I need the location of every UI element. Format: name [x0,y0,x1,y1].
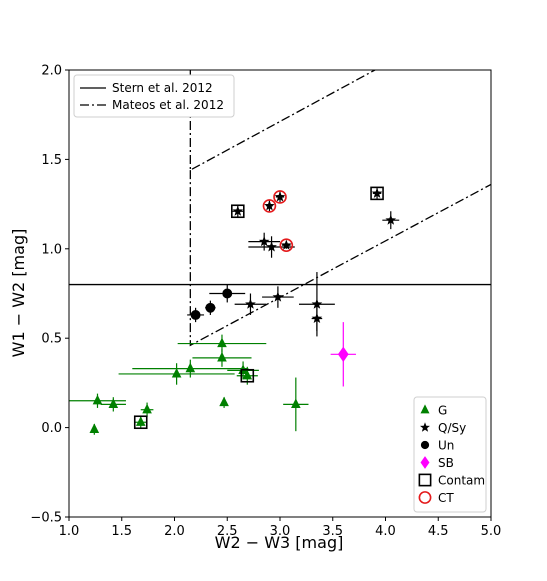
x-tick-label: 1.0 [59,524,80,539]
x-tick-label: 2.0 [164,524,185,539]
legend-marker-symbol [420,456,430,469]
legend-marker-label: Q/Sy [438,421,466,435]
data-point [219,396,229,407]
x-tick-label: 4.5 [428,524,449,539]
legend-marker-label: SB [438,456,454,470]
data-point [242,369,253,380]
y-tick-label: −0.5 [30,511,62,526]
y-axis-label: W1 − W2 [mag] [9,229,28,358]
x-tick-label: 3.0 [270,524,291,539]
legend-marker-label: G [438,404,447,418]
y-tick-label: 1.5 [41,153,62,168]
overlay-marker [370,186,384,201]
overlay-marker [240,368,255,383]
data-point [135,416,146,426]
reference-line-2-lower [189,170,491,347]
data-point [371,187,383,198]
overlay-marker [279,238,294,253]
y-tick-label: 2.0 [41,64,62,79]
data-point [92,394,103,405]
overlay-marker [273,190,287,204]
x-axis-label: W2 − W3 [mag] [215,533,344,552]
legend-line-label: Stern et al. 2012 [112,81,213,95]
data-point [108,398,119,408]
data-point [385,214,397,225]
data-point [142,403,152,414]
data-point [185,362,196,373]
x-tick-label: 5.0 [481,524,502,539]
x-tick-label: 1.5 [111,524,132,539]
data-point [217,351,227,362]
series-un [187,284,246,323]
data-point [222,288,233,299]
legend-line-label: Mateos et al. 2012 [112,98,224,112]
data-point [281,239,292,250]
data-point [217,337,227,348]
data-point [291,398,301,408]
line-legend-box [73,74,235,118]
series-sb [330,322,356,387]
legend-marker-label: Contam [438,474,485,488]
data-point [232,205,244,216]
legend-marker-label: Un [438,439,454,453]
data-point [258,236,270,247]
legend-marker-label: CT [438,491,454,505]
overlay-contam [133,186,384,430]
data-point [311,298,323,309]
data-point [190,310,201,320]
overlay-marker [231,204,245,219]
legend-marker-symbol [420,422,430,432]
overlay-ct [262,190,294,253]
data-point [245,298,256,309]
overlay-marker [262,199,277,213]
legend-markers: G Q/Sy Un SB Contam CT [413,396,487,513]
y-tick-label: 0.5 [41,332,62,347]
x-tick-label: 3.5 [322,524,343,539]
overlay-marker [133,415,148,430]
x-tick-label: 2.5 [217,524,238,539]
legend-marker-symbol [420,404,430,414]
legend-marker-symbol [418,473,432,487]
data-point [311,312,323,324]
legend-marker-symbol [418,491,432,504]
series-g [69,334,309,435]
marker-legend-box [413,396,487,513]
x-tick-label: 4.0 [375,524,396,539]
reference-line-2 [189,70,376,172]
axes: 1.0 1.5 2.0 2.5 3.0 3.5 4.0 4.5 5.0 −0.5 0.0 0.5 1.0… [30,64,501,540]
data-point [264,200,275,211]
y-tick-label: 1.0 [41,242,62,257]
data-point [171,367,182,378]
data-point [337,346,349,362]
data-point [266,241,277,252]
plot-content [69,70,491,435]
legend-lines: Stern et al. 2012 Mateos et al. 2012 [73,74,235,118]
data-point [272,291,284,302]
series-qsy [232,187,400,337]
data-point [274,191,286,202]
data-point [89,423,100,433]
data-point [205,302,216,313]
legend-marker-symbol [420,440,430,450]
y-tick-label: 0.0 [41,421,62,436]
